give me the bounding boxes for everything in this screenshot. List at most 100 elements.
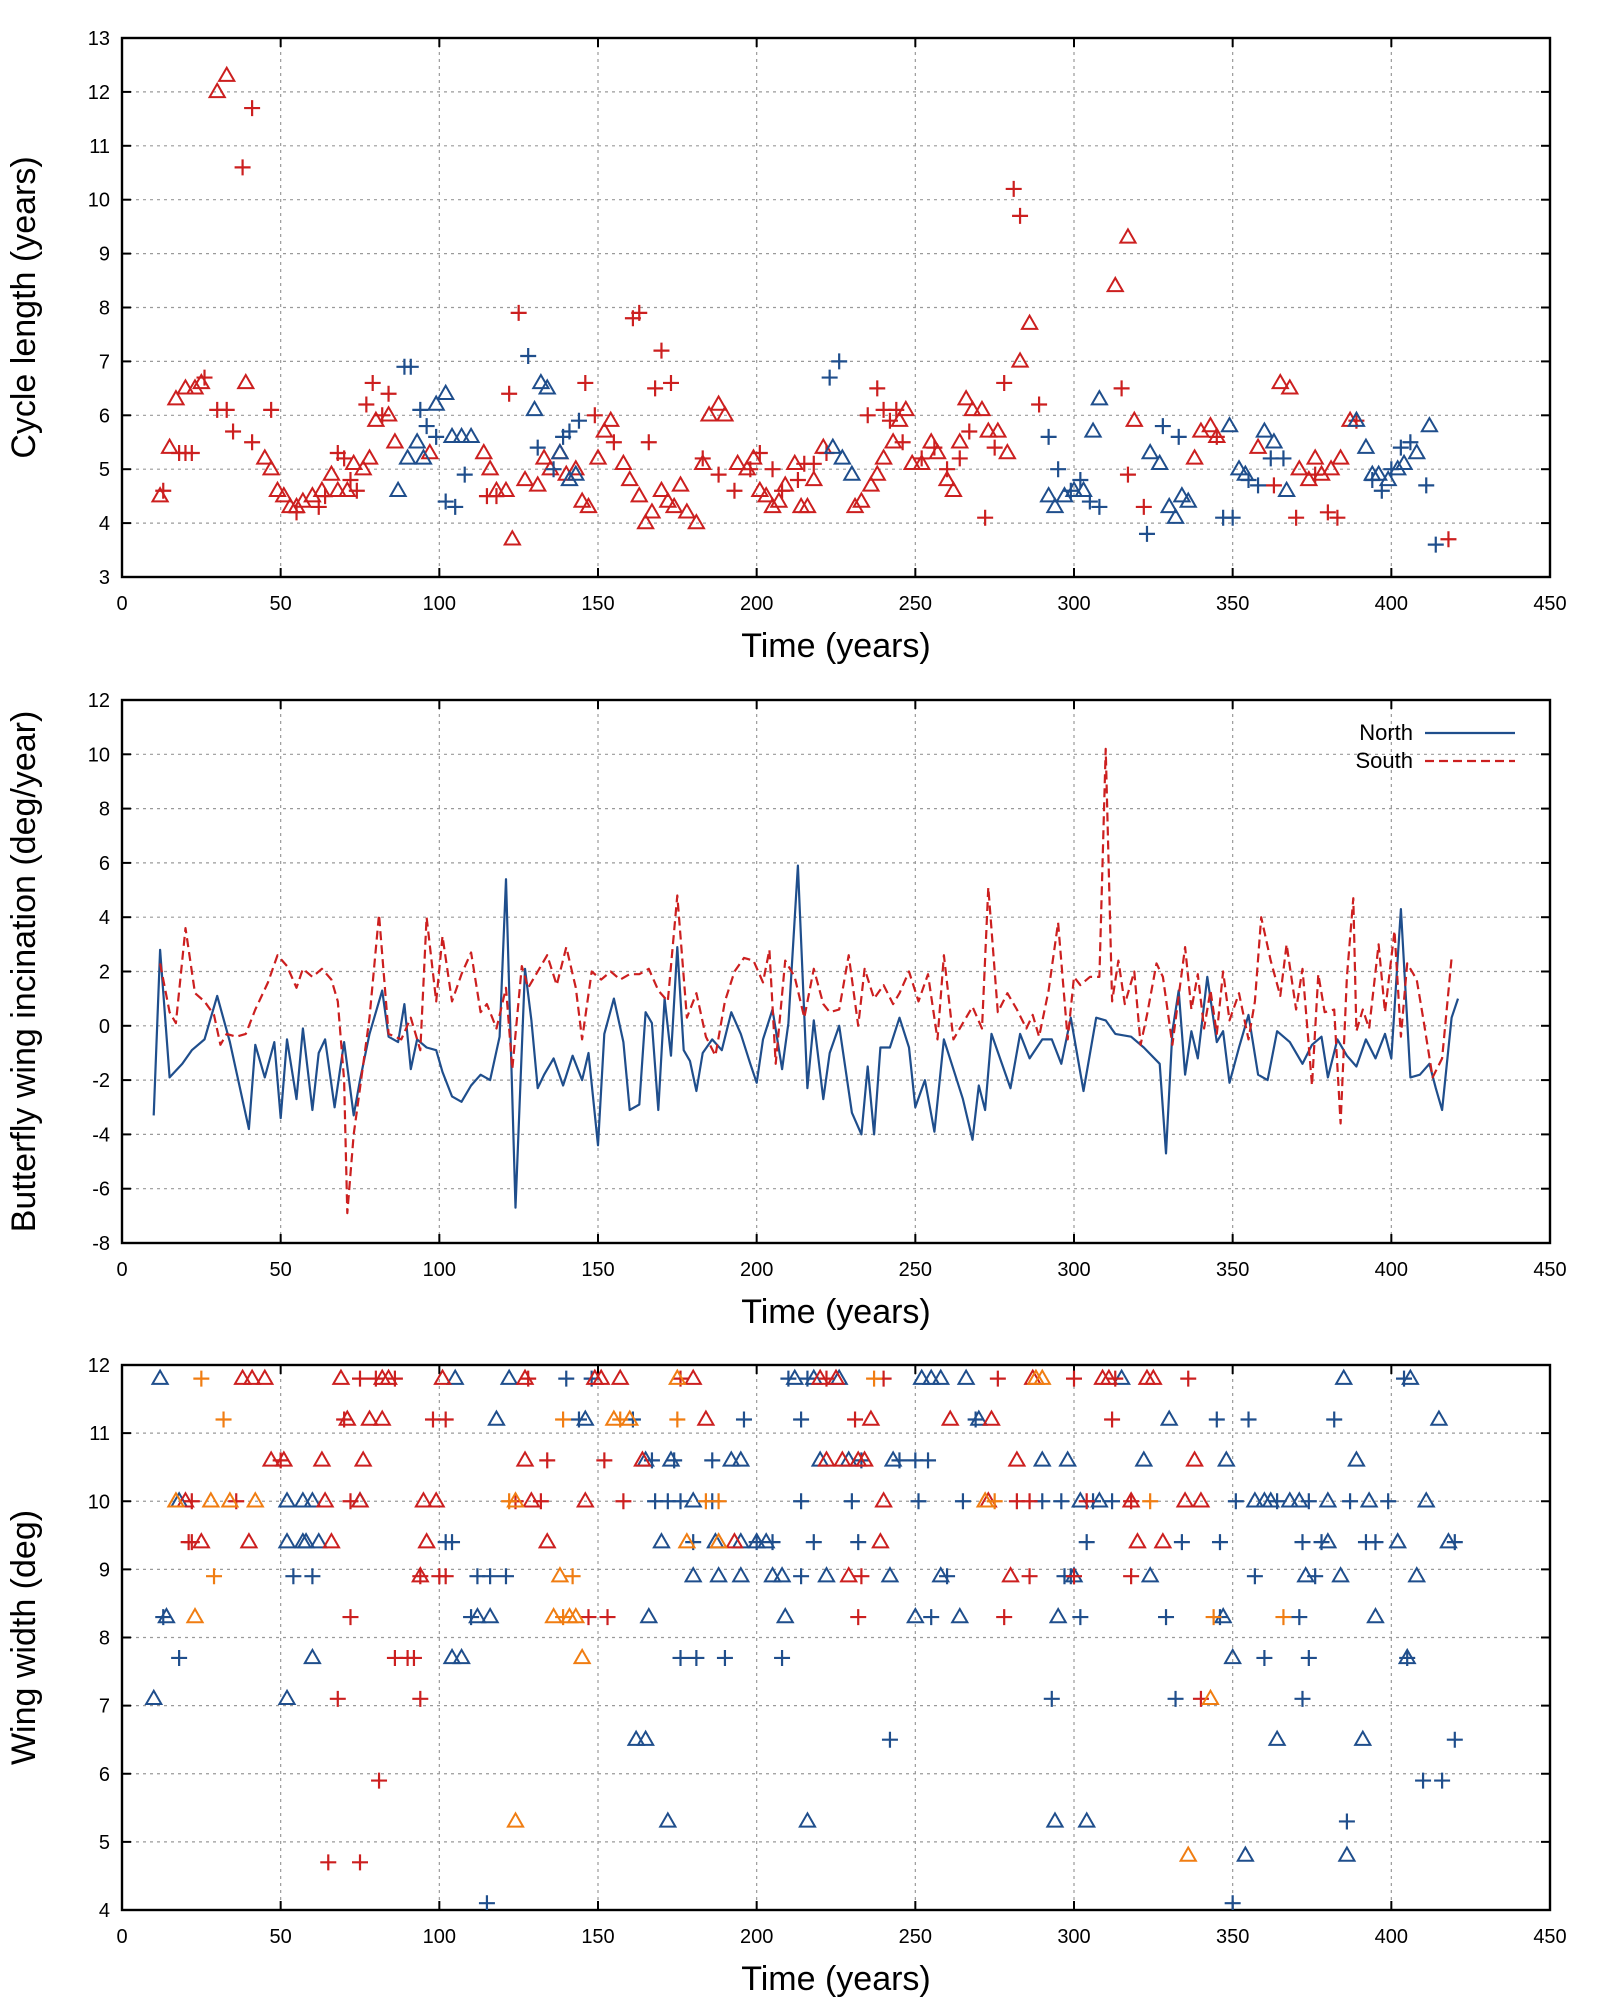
y-tick-label: 4 (99, 907, 110, 929)
south-triangle-point (1185, 1450, 1204, 1467)
north-plus-point (1158, 1609, 1175, 1626)
north-plus-point (1081, 493, 1098, 510)
south-triangle-point (725, 1532, 744, 1549)
south-triangle-point (1118, 227, 1138, 244)
north-plus-point (1415, 1772, 1432, 1789)
south-plus-point (726, 482, 743, 499)
south-triangle-point (1248, 437, 1268, 454)
south-triangle-point (693, 453, 713, 471)
north-triangle-point (303, 1491, 322, 1508)
south-plus-point (364, 374, 381, 391)
south-plus-point (1113, 380, 1130, 397)
north-triangle-point (1289, 1491, 1309, 1508)
south-triangle-point (207, 81, 227, 99)
south-triangle-point (575, 1491, 595, 1508)
north-plus-point (1326, 1411, 1343, 1428)
north-triangle-point (1439, 1532, 1458, 1549)
north-plus-point (793, 1568, 810, 1585)
south-triangle-point (315, 1491, 335, 1508)
south-plus-point (412, 1690, 429, 1707)
north-plus-point (748, 1534, 765, 1551)
x-tick-label: 0 (116, 593, 127, 615)
north-triangle-point (731, 1450, 751, 1467)
south-plus-point (1107, 1370, 1124, 1387)
south-plus-point (986, 439, 1003, 456)
south-plus-point (218, 401, 235, 418)
other-plus-point (669, 1411, 686, 1428)
north-plus-point (1402, 434, 1419, 451)
y-tick-label: 8 (99, 1628, 110, 1650)
north-plus-point (561, 423, 578, 440)
north-plus-point (1380, 1493, 1397, 1510)
south-plus-point (196, 369, 213, 386)
other-triangle-point (572, 1647, 592, 1665)
y-axis-title: Butterfly wing incination (deg/year) (5, 711, 43, 1233)
south-triangle-point (217, 65, 237, 82)
x-tick-label: 400 (1375, 1259, 1408, 1281)
south-triangle-point (861, 475, 881, 492)
north-triangle-point (461, 426, 481, 444)
north-triangle-point (950, 1607, 970, 1624)
south-triangle-point (1331, 448, 1350, 465)
south-plus-point (374, 407, 391, 424)
north-plus-point (735, 1411, 752, 1428)
south-triangle-point (322, 464, 341, 481)
south-triangle-point (255, 1368, 275, 1385)
south-plus-point (352, 1854, 368, 1871)
south-triangle-point (963, 399, 982, 417)
north-plus-point (1383, 461, 1400, 478)
north-plus-point (437, 493, 454, 510)
south-plus-point (951, 450, 968, 467)
north-plus-point (1418, 477, 1435, 494)
south-triangle-point (1280, 378, 1300, 395)
north-triangle-point (1045, 1811, 1065, 1828)
other-triangle-point (668, 1368, 687, 1385)
south-plus-point (580, 1609, 597, 1626)
south-triangle-point (642, 502, 662, 519)
y-tick-label: 11 (89, 136, 110, 158)
south-triangle-point (515, 469, 535, 487)
north-triangle-point (883, 1450, 903, 1467)
north-plus-point (155, 1609, 172, 1626)
other-triangle-point (550, 1566, 570, 1583)
south-triangle-point (496, 480, 516, 497)
y-tick-label: -8 (92, 1233, 110, 1255)
north-triangle-point (442, 426, 462, 444)
x-tick-label: 300 (1057, 1926, 1090, 1948)
north-triangle-point (833, 448, 852, 465)
other-triangle-point (544, 1607, 563, 1624)
north-triangle-point (293, 1491, 313, 1508)
north-plus-point (529, 439, 546, 456)
north-plus-point (850, 1534, 867, 1551)
x-axis-title: Time (years) (741, 1293, 931, 1331)
other-triangle-point (677, 1532, 697, 1549)
y-tick-label: 8 (99, 298, 110, 320)
y-tick-label: 12 (88, 690, 110, 712)
south-plus-point (539, 1452, 556, 1469)
south-plus-point (818, 1370, 835, 1387)
north-triangle-point (709, 1566, 728, 1583)
south-triangle-point (610, 1368, 630, 1385)
other-triangle-point (166, 1491, 186, 1508)
south-triangle-point (867, 464, 887, 481)
other-plus-point (710, 1493, 727, 1510)
north-plus-point (1434, 1772, 1451, 1789)
north-plus-point (1173, 1534, 1190, 1551)
other-triangle-point (185, 1607, 205, 1624)
north-plus-point (1167, 1690, 1184, 1707)
north-triangle-point (1083, 421, 1103, 438)
south-triangle-point (176, 1491, 195, 1508)
north-triangle-point (763, 1566, 782, 1583)
x-tick-label: 50 (270, 1926, 292, 1948)
south-triangle-point (664, 496, 684, 514)
north-triangle-point (303, 1647, 322, 1665)
south-plus-point (1066, 1568, 1082, 1585)
north-triangle-point (817, 1566, 836, 1583)
south-plus-point (1180, 1370, 1197, 1387)
north-plus-point (1396, 1370, 1413, 1387)
north-triangle-point (731, 1566, 751, 1583)
south-triangle-point (671, 475, 690, 492)
south-triangle-point (360, 1409, 379, 1426)
north-plus-point (821, 369, 838, 386)
x-tick-label: 50 (270, 1259, 292, 1281)
